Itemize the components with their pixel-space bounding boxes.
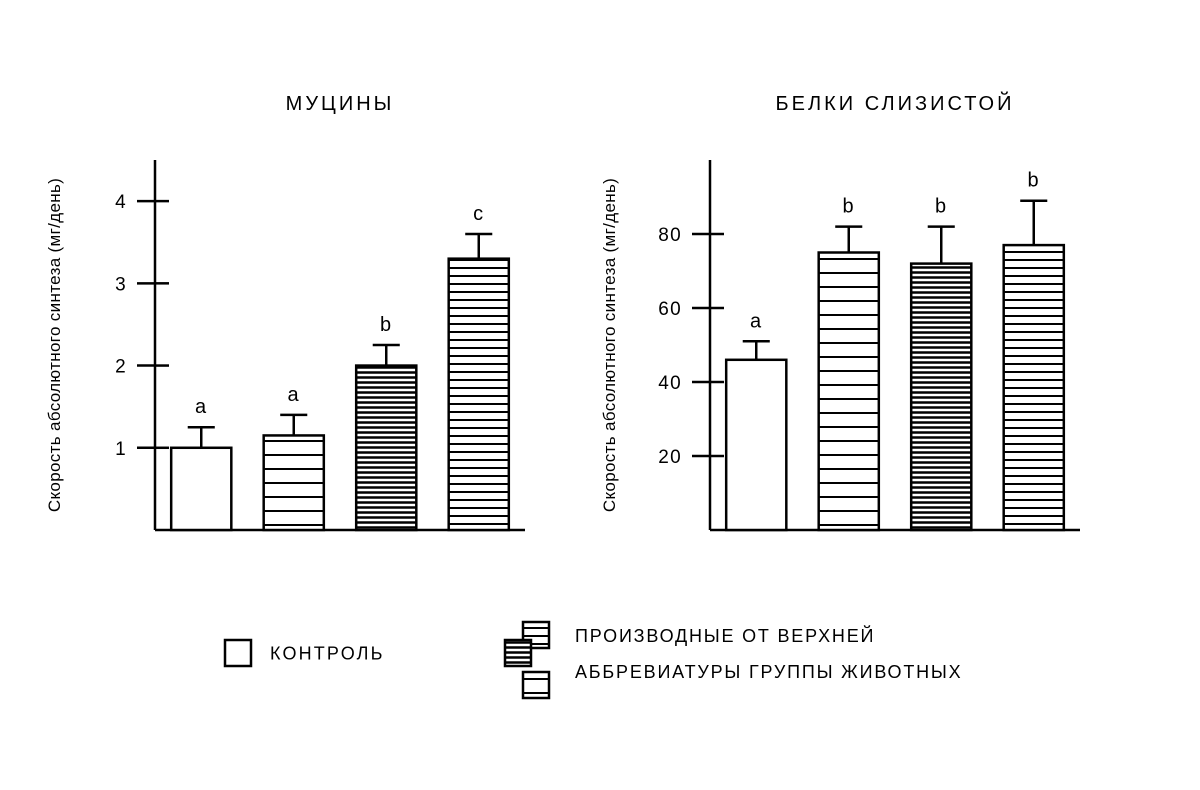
y-tick-label: 60 (658, 299, 682, 320)
significance-letter: a (750, 310, 762, 332)
significance-letter: b (843, 196, 855, 218)
legend-swatch-sparse (523, 672, 549, 698)
y-tick-label: 2 (115, 357, 127, 378)
bar (819, 253, 879, 531)
bar (356, 366, 416, 530)
significance-letter: b (380, 314, 392, 336)
bar (1004, 245, 1064, 530)
bar (726, 360, 786, 530)
y-axis-label: Скорость абсолютного синтеза (мг/день) (600, 178, 619, 512)
bar (171, 448, 231, 530)
legend-swatch-dense (505, 640, 531, 666)
bar (264, 435, 324, 530)
y-tick-label: 3 (115, 274, 127, 295)
y-tick-label: 20 (658, 447, 682, 468)
y-tick-label: 40 (658, 373, 682, 394)
significance-letter: b (935, 196, 947, 218)
significance-letter: a (288, 384, 300, 406)
bar (911, 264, 971, 530)
page: { "figure": { "width": 1200, "height": 7… (0, 0, 1200, 785)
bar (449, 259, 509, 530)
significance-letter: c (473, 203, 484, 225)
y-tick-label: 4 (115, 192, 127, 213)
significance-letter: a (195, 396, 207, 418)
y-axis-label: Скорость абсолютного синтеза (мг/день) (45, 178, 64, 512)
legend-label: АББРЕВИАТУРЫ ГРУППЫ ЖИВОТНЫХ (575, 662, 962, 682)
legend-label: КОНТРОЛЬ (270, 644, 385, 664)
figure-svg: МУЦИНЫ Скорость абсолютного синтеза (мг/д… (0, 0, 1200, 785)
y-tick-label: 80 (658, 225, 682, 246)
chart-title: БЕЛКИ СЛИЗИСТОЙ (776, 91, 1015, 115)
chart-title: МУЦИНЫ (286, 93, 395, 115)
legend-swatch-control (225, 640, 251, 666)
significance-letter: b (1028, 170, 1040, 192)
y-tick-label: 1 (115, 439, 127, 460)
legend-label: ПРОИЗВОДНЫЕ ОТ ВЕРХНЕЙ (575, 625, 875, 646)
